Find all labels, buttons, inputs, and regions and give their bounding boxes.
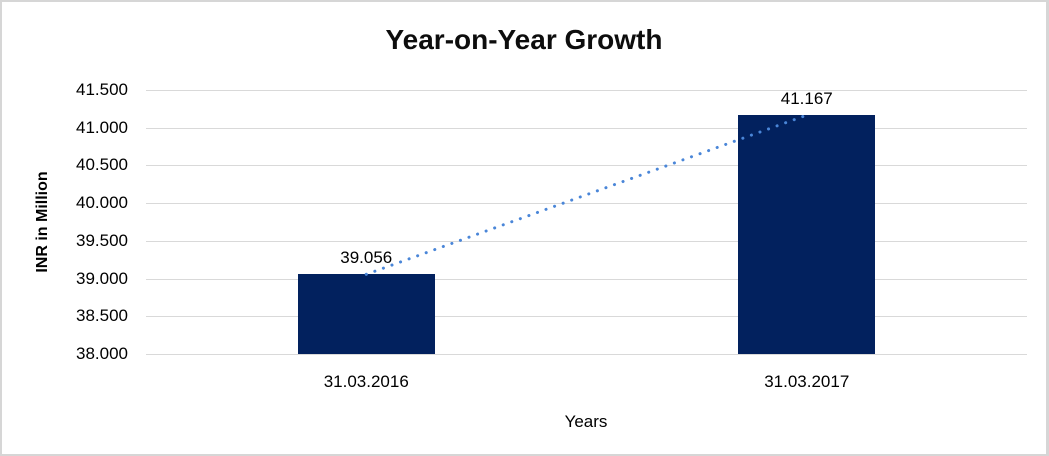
x-axis-tick-label: 31.03.2016 [323, 372, 409, 391]
y-axis-tick-label: 38.500 [76, 306, 128, 326]
bar-31.03.2016 [297, 274, 435, 354]
x-axis-tick-label: 31.03.2017 [764, 372, 850, 391]
data-label: 39.056 [340, 248, 393, 268]
gridline [146, 90, 1027, 91]
y-axis-tick-label: 41.500 [76, 80, 128, 99]
bar-31.03.2017 [738, 115, 876, 354]
y-axis-tick-label: 39.000 [76, 268, 128, 288]
gridline [146, 354, 1027, 355]
gridline [146, 278, 1027, 280]
y-axis-tick-label: 40.500 [76, 155, 128, 175]
y-axis-tick-label: 40.000 [76, 193, 128, 213]
x-axis-title: Years [564, 412, 608, 431]
gridline [146, 165, 1027, 167]
data-label: 41.167 [780, 89, 833, 109]
y-axis-tick-label: 38.000 [76, 344, 128, 363]
y-axis-tick-label: 41.000 [76, 117, 128, 137]
y-axis-title: INR in Million [34, 171, 51, 273]
chart-title: Year-on-Year Growth [385, 24, 663, 55]
gridline [146, 203, 1027, 205]
gridline [146, 240, 1027, 242]
gridline [146, 127, 1027, 129]
y-axis-tick-label: 39.500 [76, 230, 128, 250]
gridline [146, 316, 1027, 318]
